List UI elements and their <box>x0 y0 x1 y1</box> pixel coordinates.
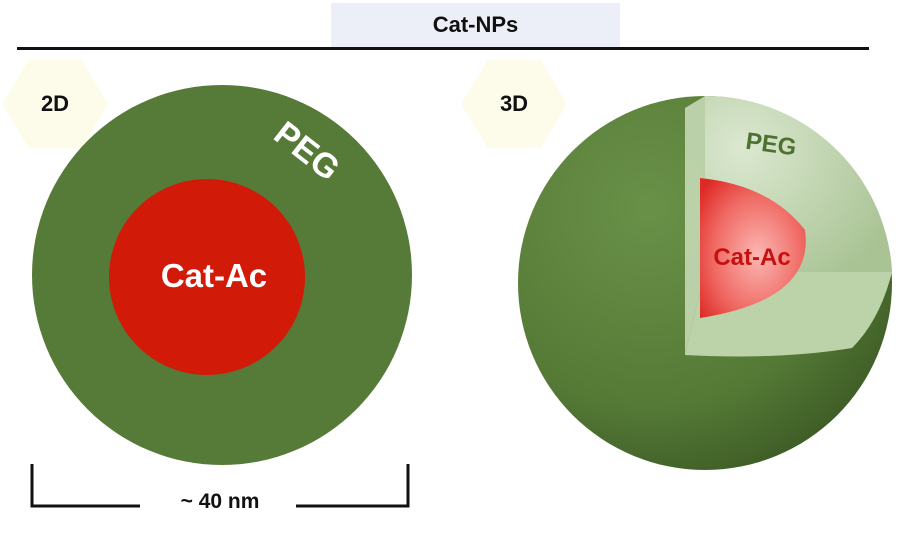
title-divider <box>17 47 869 50</box>
cat-ac-label-3d: Cat-Ac <box>713 244 790 271</box>
scale-bar <box>30 464 410 508</box>
cat-ac-core-2d <box>109 179 305 375</box>
particle-3d: PEG Cat-Ac <box>518 95 892 470</box>
cat-ac-label-2d: Cat-Ac <box>161 257 267 294</box>
diagram-title: Cat-NPs <box>331 3 620 47</box>
particle-2d: PEG Cat-Ac <box>32 85 412 465</box>
scale-bar-label: ~ 40 nm <box>180 490 260 513</box>
cat-ac-core-3d <box>700 178 806 318</box>
